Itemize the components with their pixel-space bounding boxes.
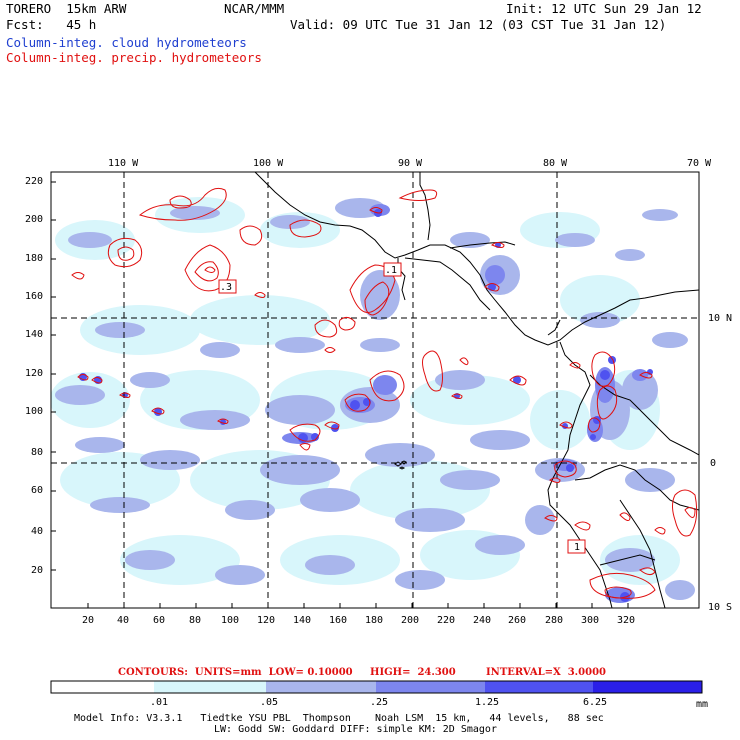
y-tick-label: 80 [31,447,44,458]
contour-high: HIGH= 24.300 [370,667,456,678]
contour-interval: INTERVAL=X 3.0000 [486,667,606,678]
colorbar-label: .25 [370,697,389,708]
y-tick-label: 160 [25,291,44,302]
model-info-line1: Model Info: V3.3.1 Tiedtke YSU PBL Thomp… [74,713,604,724]
colorbar-label: 1.25 [475,697,500,708]
x-tick-label: 260 [508,615,527,626]
y-tick-label: 140 [25,329,44,340]
x-tick-label: 280 [545,615,564,626]
tick-marks [51,181,629,608]
x-tick-label: 100 [221,615,240,626]
x-tick-label: 80 [189,615,202,626]
y-tick-label: 60 [31,485,44,496]
legend-cloud: Column-integ. cloud hydrometeors [6,35,247,50]
latlon-grid [51,172,699,608]
box-marker [383,262,402,277]
x-tick-label: 40 [117,615,130,626]
colorbar-unit: mm [696,699,709,710]
x-tick-label: 300 [581,615,600,626]
org-label: NCAR/MMM [224,1,285,16]
lat-label-10n: 10 N [708,313,733,324]
colorbar-label: 6.25 [583,697,608,708]
x-tick-label: 220 [437,615,456,626]
y-tick-label: 100 [25,406,44,417]
model-info-line2: LW: Godd SW: Goddard DIFF: simple KM: 2D… [214,724,497,735]
galapagos-islands [394,460,407,470]
legend-precip: Column-integ. precip. hydrometeors [6,50,262,65]
valid-time: Valid: 09 UTC Tue 31 Jan 12 (03 CST Tue … [290,17,667,32]
box-label-1: .1 [385,265,398,276]
forecast-hour: Fcst: 45 h [6,17,97,32]
box-marker [567,539,586,554]
map-frame [50,171,700,609]
init-time: Init: 12 UTC Sun 29 Jan 12 [506,1,702,16]
y-tick-label: 200 [25,214,44,225]
colorbar-label: .05 [260,697,279,708]
x-tick-label: 320 [617,615,636,626]
lon-label-80w: 80 W [543,158,568,169]
cloud-shading [51,197,695,603]
x-tick-label: 180 [365,615,384,626]
box-label-2: .3 [220,282,233,293]
lon-label-110w: 110 W [108,158,139,169]
y-tick-label: 120 [25,368,44,379]
x-tick-label: 160 [329,615,348,626]
lon-label-70w: 70 W [687,158,712,169]
min-max-boxes [218,262,586,554]
colorbar-label: .01 [150,697,169,708]
x-tick-label: 240 [473,615,492,626]
y-tick-label: 180 [25,253,44,264]
y-tick-label: 220 [25,176,44,187]
model-title: TORERO 15km ARW [6,1,127,16]
y-tick-label: 40 [31,526,44,537]
x-tick-label: 200 [401,615,420,626]
x-tick-label: 120 [257,615,276,626]
lon-label-100w: 100 W [253,158,284,169]
box-marker [218,279,237,294]
lat-label-0: 0 [710,458,717,469]
box-label-3: 1 [574,542,581,553]
lon-label-90w: 90 W [398,158,423,169]
precip-contours [71,187,698,599]
x-tick-label: 140 [293,615,312,626]
x-tick-label: 20 [82,615,95,626]
y-tick-label: 20 [31,565,44,576]
x-tick-label: 60 [153,615,166,626]
lat-label-10s: 10 S [708,602,733,613]
contour-caption: CONTOURS: UNITS=mm LOW= 0.10000 [118,667,353,678]
